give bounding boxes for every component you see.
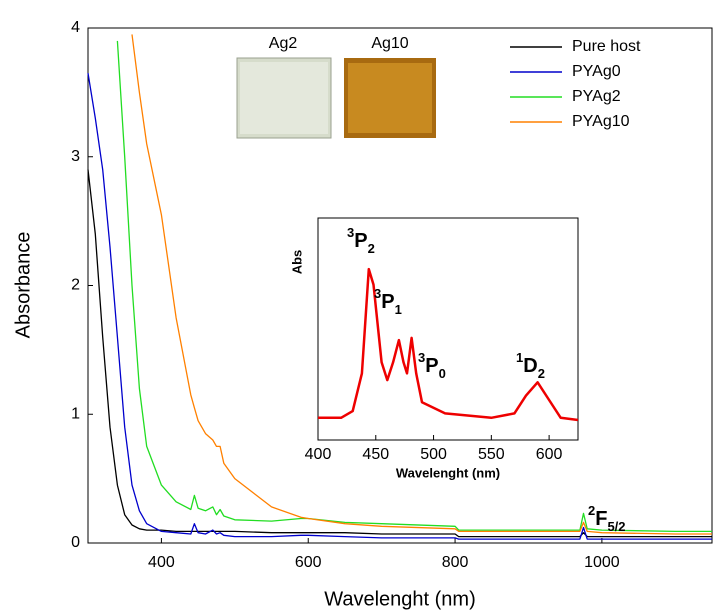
legend-label: PYAg0 xyxy=(572,63,621,80)
series-line xyxy=(87,169,712,538)
annotation-main: P xyxy=(381,291,394,313)
annotation-sup: 3 xyxy=(418,350,425,365)
annotation: 2F5/2 xyxy=(588,503,626,534)
x-tick-label: 400 xyxy=(305,446,332,463)
annotation: 3P2 xyxy=(347,225,375,256)
legend-label: PYAg10 xyxy=(572,113,630,130)
annotation-main: P xyxy=(354,230,367,252)
annotation-sup: 3 xyxy=(347,225,354,240)
annotation-sup: 3 xyxy=(374,286,381,301)
annotation-main: P xyxy=(425,355,438,377)
annotation-sub: 0 xyxy=(439,366,446,381)
legend-label: Pure host xyxy=(572,38,641,55)
y-tick-label: 3 xyxy=(71,148,80,165)
x-axis-title: Wavelenght (nm) xyxy=(324,588,476,610)
annotation-sub: 2 xyxy=(538,366,545,381)
x-tick-label: 800 xyxy=(442,554,469,571)
y-tick-label: 2 xyxy=(71,277,80,294)
photo-label: Ag10 xyxy=(371,35,408,52)
annotation-sub: 2 xyxy=(368,241,375,256)
annotation: 3P1 xyxy=(374,286,402,317)
x-tick-label: 600 xyxy=(295,554,322,571)
x-tick-label: 400 xyxy=(148,554,175,571)
series-line xyxy=(131,34,712,535)
y-tick-label: 0 xyxy=(71,534,80,551)
photo-label: Ag2 xyxy=(269,35,298,52)
series-line xyxy=(318,267,579,422)
annotation-sub: 1 xyxy=(395,302,402,317)
legend-label: PYAg2 xyxy=(572,88,621,105)
x-tick-label: 600 xyxy=(536,446,563,463)
inset: Abs Wavelenght (nm) xyxy=(289,250,500,481)
series-line xyxy=(87,72,712,540)
y-tick-label: 1 xyxy=(71,405,80,422)
y-axis-title: Absorbance xyxy=(12,232,34,339)
annotation-main: F xyxy=(595,508,607,530)
x-tick-label: 550 xyxy=(478,446,505,463)
annotation: 1D2 xyxy=(516,350,545,381)
inset-y-title: Abs xyxy=(289,250,304,275)
annotation: 3P0 xyxy=(418,350,446,381)
annotation-sub: 5/2 xyxy=(607,519,625,534)
plot-frame xyxy=(317,217,579,441)
x-tick-label: 500 xyxy=(420,446,447,463)
inset-x-title: Wavelenght (nm) xyxy=(396,465,500,480)
series-line xyxy=(116,40,712,533)
photo-glass xyxy=(348,63,432,133)
photo-glass xyxy=(240,62,328,134)
annotation-sup: 1 xyxy=(516,350,523,365)
x-tick-label: 450 xyxy=(362,446,389,463)
x-tick-label: 1000 xyxy=(584,554,620,571)
y-tick-label: 4 xyxy=(71,19,80,36)
annotation-main: D xyxy=(523,355,537,377)
annotation-sup: 2 xyxy=(588,503,595,518)
